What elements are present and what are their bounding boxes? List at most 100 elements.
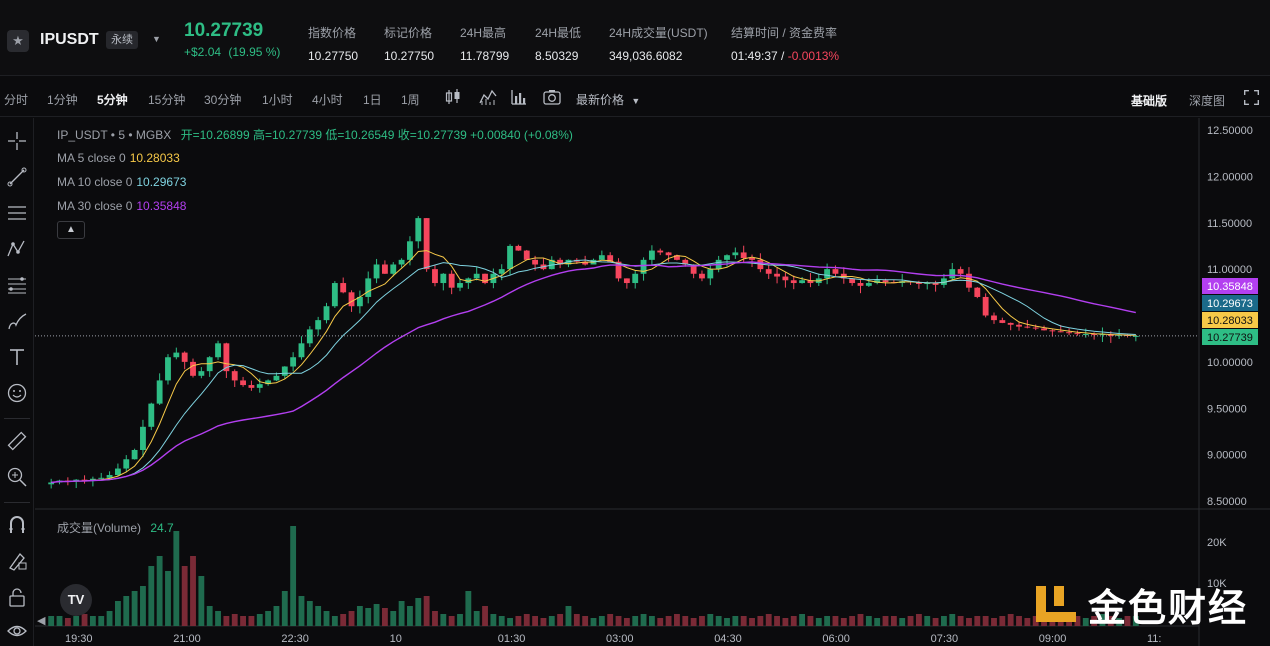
candle-body	[999, 320, 1006, 323]
volume-bar	[1132, 616, 1139, 626]
legend-ma5[interactable]: MA 5 close 0 10.28033	[57, 151, 180, 165]
volume-bar	[381, 608, 388, 626]
candle-body	[1057, 331, 1064, 333]
price-tag-label: 10.28033	[1207, 315, 1253, 327]
volume-bar	[740, 616, 747, 626]
text-icon[interactable]	[6, 346, 28, 368]
tab-timeframe-30m[interactable]: 30分钟	[204, 93, 242, 107]
ma30-value: 10.35848	[136, 199, 187, 213]
tradingview-logo-icon[interactable]: TV	[60, 584, 92, 616]
horizontal-lines-icon[interactable]	[6, 202, 28, 224]
volume-bar	[707, 614, 714, 626]
stat-value: 349,036.6082	[609, 49, 683, 63]
volume-bar	[865, 616, 872, 626]
fullscreen-icon[interactable]	[1243, 89, 1260, 106]
stat-24h-high: 24H最高 11.78799	[460, 24, 509, 63]
tab-timeframe-1m[interactable]: 1分钟	[47, 93, 78, 107]
volume-bar	[807, 616, 814, 626]
collapse-legend-chevron-up-icon[interactable]: ▲	[57, 221, 85, 239]
chart-area[interactable]: 12.5000012.0000011.5000011.0000010.50000…	[35, 118, 1270, 646]
favorite-star-icon[interactable]: ★	[7, 30, 29, 52]
symbol-name[interactable]: IPUSDT	[40, 31, 99, 48]
stat-label: 24H最低	[535, 26, 582, 40]
stat-label: 标记价格	[384, 26, 433, 40]
price-type-label: 最新价格	[576, 93, 625, 107]
pattern-icon[interactable]	[6, 238, 28, 260]
volume-bar	[165, 571, 171, 626]
candle-body	[473, 273, 480, 279]
candle-body	[331, 283, 338, 307]
chart-type-icon[interactable]	[509, 87, 529, 107]
volume-bar	[523, 614, 530, 626]
stat-label: 24H最高	[460, 26, 507, 40]
scroll-left-chevron-icon[interactable]: ◀	[37, 615, 46, 627]
volume-bar	[323, 611, 330, 626]
lock-draw-icon[interactable]	[6, 550, 28, 572]
legend-ma30[interactable]: MA 30 close 0 10.35848	[57, 199, 186, 213]
volume-bar	[1016, 616, 1022, 626]
candle-body	[1024, 326, 1031, 328]
legend-volume[interactable]: 成交量(Volume) 24.7	[57, 519, 174, 536]
price-axis-label: 8.50000	[1207, 496, 1247, 508]
tab-timeframe-1w[interactable]: 1周	[401, 93, 420, 107]
volume-bar	[565, 606, 572, 626]
tab-timeframe-15m[interactable]: 15分钟	[148, 93, 186, 107]
volume-bar	[140, 586, 146, 626]
volume-value: 24.7	[150, 521, 174, 535]
candle-body	[941, 278, 947, 285]
volume-bar	[849, 616, 856, 626]
tab-timeframe-1h[interactable]: 1小时	[262, 93, 293, 107]
contract-type-badge: 永续	[106, 31, 138, 49]
volume-bar	[415, 598, 422, 626]
volume-bar	[356, 606, 363, 626]
magnet-icon[interactable]	[6, 514, 28, 536]
tab-basic-view[interactable]: 基础版	[1131, 94, 1168, 108]
candle-body	[991, 315, 997, 321]
stat-mark-price: 标记价格 10.27750	[384, 24, 434, 63]
brush-icon[interactable]	[6, 310, 28, 332]
screenshot-icon[interactable]	[542, 87, 562, 107]
price-tag: 10.29673	[1202, 295, 1258, 311]
indicators-icon[interactable]	[478, 87, 498, 107]
candle-body	[1099, 334, 1106, 336]
candle-type-icon[interactable]	[443, 87, 463, 107]
ma5-line	[51, 250, 1136, 483]
volume-bar	[223, 616, 230, 626]
tab-timeframe-5m[interactable]: 5分钟	[97, 93, 128, 107]
candle-body	[290, 357, 297, 367]
volume-bar	[507, 618, 513, 626]
candle-body	[1041, 328, 1047, 331]
volume-bar	[832, 616, 839, 626]
volume-bar	[715, 616, 722, 626]
time-axis-label: 10	[390, 633, 402, 645]
tab-timeframe-4h[interactable]: 4小时	[312, 93, 343, 107]
fib-icon[interactable]	[6, 274, 28, 296]
volume-bar	[390, 611, 397, 626]
lock-icon[interactable]	[6, 586, 28, 608]
volume-bar	[749, 618, 755, 626]
candle-body	[482, 273, 488, 284]
candle-body	[699, 273, 705, 279]
candle-body	[140, 426, 146, 450]
volume-bar	[782, 618, 789, 626]
trendline-icon[interactable]	[6, 166, 28, 188]
tab-depth-chart[interactable]: 深度图	[1189, 94, 1226, 108]
emoji-icon[interactable]	[6, 382, 28, 404]
zoom-in-icon[interactable]	[6, 466, 28, 488]
candle-body	[190, 361, 196, 376]
crosshair-icon[interactable]	[6, 130, 28, 152]
chevron-down-icon[interactable]: ▼	[152, 34, 161, 44]
price-type-select[interactable]: 最新价格 ▼	[576, 91, 640, 108]
candlestick-chart[interactable]: 12.5000012.0000011.5000011.0000010.50000…	[35, 118, 1270, 646]
volume-bar	[206, 606, 213, 626]
tab-timeframe-line[interactable]: 分时	[4, 93, 29, 107]
volume-bar	[665, 616, 672, 626]
candle-body	[665, 252, 672, 256]
ruler-icon[interactable]	[6, 430, 28, 452]
volume-bar	[315, 606, 322, 626]
eye-icon[interactable]	[6, 620, 28, 642]
legend-ma10[interactable]: MA 10 close 0 10.29673	[57, 175, 186, 189]
candle-body	[165, 357, 171, 381]
volume-bar	[1074, 616, 1081, 626]
tab-timeframe-1d[interactable]: 1日	[363, 93, 382, 107]
